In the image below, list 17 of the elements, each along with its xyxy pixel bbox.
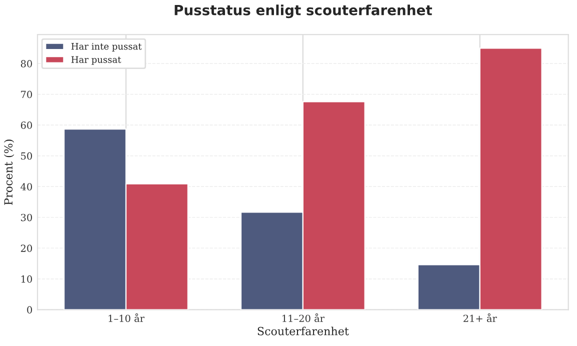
y-tick-label: 20	[20, 244, 32, 252]
y-axis-title: Procent (%)	[4, 140, 14, 205]
x-tick-label: 1–10 år	[108, 313, 144, 322]
chart-title: Pusstatus enligt scouterfarenhet	[174, 4, 432, 18]
y-tick-label: 80	[20, 60, 32, 68]
y-tick-label: 50	[21, 152, 32, 160]
x-tick-label: 21+ år	[464, 313, 497, 322]
legend-label: Har pussat	[71, 56, 122, 65]
legend-label: Har inte pussat	[71, 42, 142, 52]
y-tick-label: 30	[21, 214, 32, 222]
x-tick-label: 11–20 år	[282, 313, 324, 322]
x-axis-title: Scouterfarenhet	[258, 326, 349, 336]
y-tick-label: 70	[21, 90, 32, 98]
y-tick-label: 60	[20, 122, 32, 129]
y-tick-label: 0	[27, 306, 32, 314]
y-tick-label: 10	[21, 275, 32, 283]
y-tick-label: 40	[20, 183, 32, 190]
